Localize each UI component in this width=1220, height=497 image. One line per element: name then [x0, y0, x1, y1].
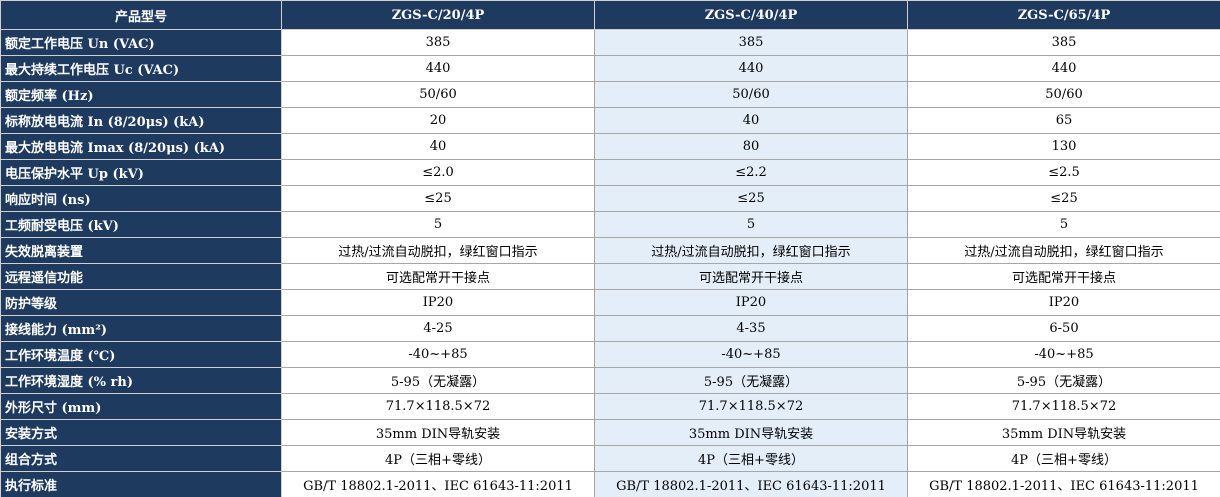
cell: 5: [281, 211, 595, 238]
header-cell: ZGS-C/40/4P: [594, 0, 908, 30]
cell: 35mm DIN导轨安装: [907, 419, 1220, 446]
cell: 71.7×118.5×72: [594, 393, 908, 420]
cell: GB/T 18802.1-2011、IEC 61643-11:2011: [281, 471, 595, 497]
cell: 40: [594, 107, 908, 134]
table-row: 工作环境温度 (℃) -40~+85 -40~+85 -40~+85: [0, 341, 1220, 368]
row-label: 远程遥信功能: [0, 263, 282, 290]
cell: ≤2.5: [907, 159, 1220, 186]
row-label: 防护等级: [0, 289, 282, 316]
cell: 4P（三相+零线）: [594, 445, 908, 472]
cell: IP20: [594, 289, 908, 316]
cell: GB/T 18802.1-2011、IEC 61643-11:2011: [594, 471, 908, 497]
table-row: 失效脱离装置 过热/过流自动脱扣，绿红窗口指示 过热/过流自动脱扣，绿红窗口指示 过热…: [0, 237, 1220, 264]
table-row: 额定频率 (Hz) 50/60 50/60 50/60: [0, 81, 1220, 108]
row-label: 组合方式: [0, 445, 282, 472]
row-label: 响应时间 (ns): [0, 185, 282, 212]
table-row: 工频耐受电压 (kV) 5 5 5: [0, 211, 1220, 238]
cell: 4P（三相+零线）: [907, 445, 1220, 472]
row-label: 标称放电电流 In (8/20μs) (kA): [0, 107, 282, 134]
table-row: 外形尺寸 (mm) 71.7×118.5×72 71.7×118.5×72 71.7×…: [0, 393, 1220, 420]
table-row: 防护等级 IP20 IP20 IP20: [0, 289, 1220, 316]
cell: 65: [907, 107, 1220, 134]
cell: 5-95（无凝露）: [281, 367, 595, 394]
cell: 5: [907, 211, 1220, 238]
cell: 4-25: [281, 315, 595, 342]
table-row: 工作环境湿度 (% rh) 5-95（无凝露） 5-95（无凝露） 5-95（无凝露）: [0, 367, 1220, 394]
cell: GB/T 18802.1-2011、IEC 61643-11:2011: [907, 471, 1220, 497]
table-row: 最大放电电流 Imax (8/20μs) (kA) 40 80 130: [0, 133, 1220, 160]
table-row: 额定工作电压 Un (VAC) 385 385 385: [0, 29, 1220, 56]
cell: 40: [281, 133, 595, 160]
cell: -40~+85: [281, 341, 595, 368]
cell: 可选配常开干接点: [594, 263, 908, 290]
table-row: 标称放电电流 In (8/20μs) (kA) 20 40 65: [0, 107, 1220, 134]
cell: 5: [594, 211, 908, 238]
row-label: 工作环境湿度 (% rh): [0, 367, 282, 394]
cell: 440: [907, 55, 1220, 82]
table-row: 组合方式 4P（三相+零线） 4P（三相+零线） 4P（三相+零线）: [0, 445, 1220, 472]
cell: 35mm DIN导轨安装: [594, 419, 908, 446]
row-label: 工频耐受电压 (kV): [0, 211, 282, 238]
cell: 440: [594, 55, 908, 82]
row-label: 额定频率 (Hz): [0, 81, 282, 108]
cell: 130: [907, 133, 1220, 160]
cell: 71.7×118.5×72: [281, 393, 595, 420]
row-label: 外形尺寸 (mm): [0, 393, 282, 420]
cell: 5-95（无凝露）: [594, 367, 908, 394]
cell: 71.7×118.5×72: [907, 393, 1220, 420]
cell: 过热/过流自动脱扣，绿红窗口指示: [907, 237, 1220, 264]
row-label: 电压保护水平 Up (kV): [0, 159, 282, 186]
row-label: 执行标准: [0, 471, 282, 497]
table-body: 额定工作电压 Un (VAC) 385 385 385 最大持续工作电压 Uc (VAC…: [0, 29, 1220, 497]
table-row: 执行标准 GB/T 18802.1-2011、IEC 61643-11:2011 G…: [0, 471, 1220, 497]
table-row: 响应时间 (ns) ≤25 ≤25 ≤25: [0, 185, 1220, 212]
table-header: 产品型号 ZGS-C/20/4P ZGS-C/40/4P ZGS-C/65/4P: [0, 0, 1220, 30]
table-row: 接线能力 (mm²) 4-25 4-35 6-50: [0, 315, 1220, 342]
cell: -40~+85: [907, 341, 1220, 368]
cell: -40~+85: [594, 341, 908, 368]
header-cell: ZGS-C/65/4P: [907, 0, 1220, 30]
cell: 385: [907, 29, 1220, 56]
cell: 385: [281, 29, 595, 56]
cell: ≤25: [594, 185, 908, 212]
cell: 4-35: [594, 315, 908, 342]
cell: 过热/过流自动脱扣，绿红窗口指示: [281, 237, 595, 264]
table-row: 最大持续工作电压 Uc (VAC) 440 440 440: [0, 55, 1220, 82]
cell: 20: [281, 107, 595, 134]
cell: 385: [594, 29, 908, 56]
cell: 35mm DIN导轨安装: [281, 419, 595, 446]
row-label: 最大持续工作电压 Uc (VAC): [0, 55, 282, 82]
row-label: 额定工作电压 Un (VAC): [0, 29, 282, 56]
cell: ≤2.0: [281, 159, 595, 186]
cell: 440: [281, 55, 595, 82]
row-label: 失效脱离装置: [0, 237, 282, 264]
cell: IP20: [281, 289, 595, 316]
cell: 5-95（无凝露）: [907, 367, 1220, 394]
cell: ≤25: [907, 185, 1220, 212]
cell: 6-50: [907, 315, 1220, 342]
table-row: 远程遥信功能 可选配常开干接点 可选配常开干接点 可选配常开干接点: [0, 263, 1220, 290]
cell: IP20: [907, 289, 1220, 316]
row-label: 接线能力 (mm²): [0, 315, 282, 342]
row-label: 安装方式: [0, 419, 282, 446]
cell: 50/60: [594, 81, 908, 108]
table-row: 电压保护水平 Up (kV) ≤2.0 ≤2.2 ≤2.5: [0, 159, 1220, 186]
cell: 80: [594, 133, 908, 160]
row-label: 工作环境温度 (℃): [0, 341, 282, 368]
cell: 可选配常开干接点: [281, 263, 595, 290]
cell: 50/60: [281, 81, 595, 108]
header-cell: 产品型号: [0, 0, 282, 30]
cell: 可选配常开干接点: [907, 263, 1220, 290]
cell: 50/60: [907, 81, 1220, 108]
table-row: 安装方式 35mm DIN导轨安装 35mm DIN导轨安装 35mm DIN导轨安装: [0, 419, 1220, 446]
header-cell: ZGS-C/20/4P: [281, 0, 595, 30]
header-row: 产品型号 ZGS-C/20/4P ZGS-C/40/4P ZGS-C/65/4P: [0, 0, 1220, 30]
cell: ≤25: [281, 185, 595, 212]
cell: 过热/过流自动脱扣，绿红窗口指示: [594, 237, 908, 264]
row-label: 最大放电电流 Imax (8/20μs) (kA): [0, 133, 282, 160]
cell: 4P（三相+零线）: [281, 445, 595, 472]
cell: ≤2.2: [594, 159, 908, 186]
